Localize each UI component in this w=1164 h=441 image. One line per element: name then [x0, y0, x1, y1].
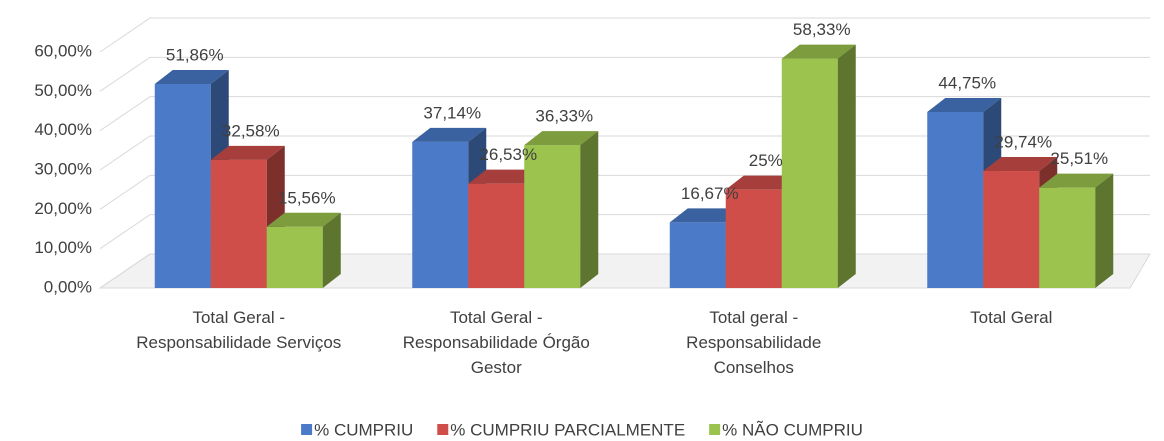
- legend-swatch: [301, 424, 313, 435]
- bar-top: [210, 145, 285, 160]
- bar-top: [927, 97, 1002, 112]
- data-label: 44,75%: [938, 73, 996, 92]
- x-tick-label: Total Geral: [970, 308, 1053, 327]
- y-tick-label: 0,00%: [44, 277, 92, 296]
- data-label: 51,86%: [166, 46, 224, 65]
- data-label: 36,33%: [535, 107, 593, 126]
- bar-side: [1095, 173, 1114, 288]
- bar-side: [580, 131, 599, 288]
- y-tick-label: 60,00%: [34, 41, 92, 60]
- bar-front: [266, 226, 323, 288]
- bar-front: [1039, 187, 1096, 288]
- data-label: 16,67%: [681, 184, 739, 203]
- bar: [781, 44, 856, 289]
- y-tick-label: 40,00%: [34, 120, 92, 139]
- bar-front: [468, 183, 525, 288]
- y-tick-label: 50,00%: [34, 81, 92, 100]
- bar-front: [927, 111, 984, 288]
- data-label: 29,74%: [994, 133, 1052, 152]
- bar-top: [725, 175, 800, 190]
- bar-top: [154, 70, 229, 85]
- legend-swatch: [437, 424, 449, 435]
- bar: [524, 131, 599, 288]
- data-label: 37,14%: [423, 103, 481, 122]
- bar-top: [468, 169, 543, 184]
- bar-front: [412, 141, 469, 288]
- bar-side: [322, 212, 341, 288]
- legend-label: % CUMPRIU: [314, 420, 413, 439]
- bar: [266, 212, 341, 288]
- bar-front: [781, 58, 838, 289]
- bar-top: [983, 157, 1058, 172]
- bar-top: [669, 208, 744, 223]
- x-tick-label: Total Geral - Responsabilidade Órgão Ges…: [402, 308, 590, 377]
- x-tick-label: Total geral - Responsabilidade Conselhos: [686, 308, 822, 377]
- legend: % CUMPRIU % CUMPRIU PARCIALMENTE % NÃO CUM…: [301, 420, 863, 439]
- data-label: 32,58%: [222, 121, 280, 140]
- bar-front: [524, 145, 581, 288]
- bar-front: [154, 84, 211, 288]
- x-tick-label: Total Geral - Responsabilidade Serviços: [136, 308, 342, 352]
- bar-top: [524, 131, 599, 146]
- bar-top: [781, 44, 856, 59]
- bar-top: [266, 212, 341, 227]
- legend-label: % NÃO CUMPRIU: [722, 420, 863, 439]
- data-label: 58,33%: [793, 20, 851, 39]
- bar-top: [412, 127, 487, 142]
- bar-front: [210, 159, 267, 288]
- data-label: 26,53%: [479, 145, 537, 164]
- y-tick-label: 30,00%: [34, 159, 92, 178]
- y-tick-label: 10,00%: [34, 238, 92, 257]
- grid-line: [99, 17, 1150, 53]
- bar-front: [725, 189, 782, 288]
- data-label: 15,56%: [278, 188, 336, 207]
- bar-top: [1039, 173, 1114, 188]
- data-label: 25%: [749, 151, 783, 170]
- legend-swatch: [709, 424, 721, 435]
- bar: [1039, 173, 1114, 288]
- y-tick-label: 20,00%: [34, 199, 92, 218]
- data-label: 25,51%: [1050, 149, 1108, 168]
- bar-side: [837, 44, 856, 289]
- legend-label: % CUMPRIU PARCIALMENTE: [450, 420, 685, 439]
- bar-front: [983, 171, 1040, 288]
- bar-front: [669, 222, 726, 288]
